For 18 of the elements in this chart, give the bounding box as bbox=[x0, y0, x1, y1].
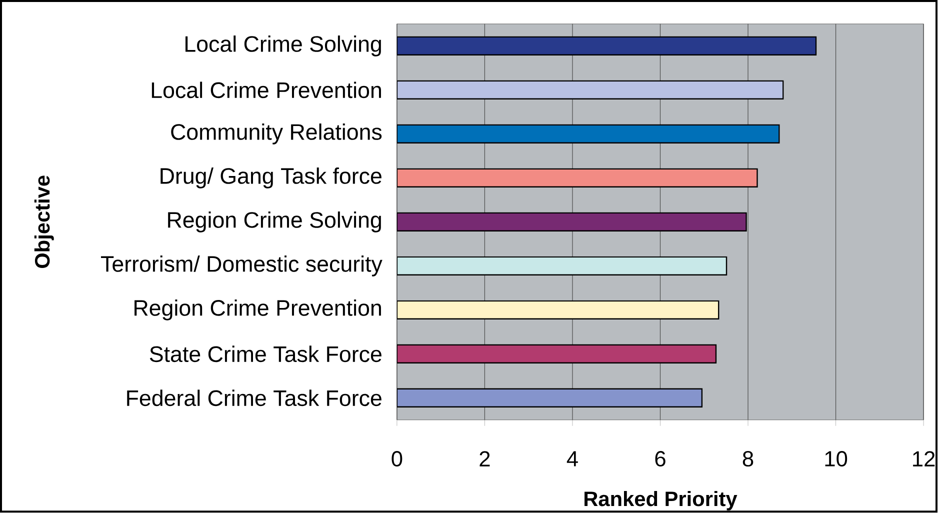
y-tick-label: Region Crime Solving bbox=[168, 212, 381, 232]
x-tick-label: 4 bbox=[566, 451, 578, 466]
y-tick-label: Federal Crime Task Force bbox=[127, 390, 382, 406]
x-axis-title: Ranked Priority bbox=[584, 491, 738, 511]
x-tick-label: 6 bbox=[655, 451, 666, 467]
x-tick-label: 0 bbox=[392, 451, 402, 467]
y-tick-label: Drug/ Gang Task force bbox=[160, 168, 382, 188]
y-tick-label: Terrorism/ Domestic security bbox=[100, 256, 382, 276]
y-tick-label: State Crime Task Force bbox=[150, 346, 382, 362]
y-tick-label: Local Crime Solving bbox=[186, 36, 381, 57]
x-tick-label: 10 bbox=[825, 451, 848, 467]
x-tick-label: 12 bbox=[913, 451, 935, 467]
y-tick-label: Region Crime Prevention bbox=[134, 300, 381, 320]
y-axis-title: Objective bbox=[34, 176, 54, 268]
y-tick-label: Community Relations bbox=[171, 124, 382, 144]
x-tick-label: 2 bbox=[480, 451, 490, 467]
x-tick-label: 8 bbox=[742, 451, 754, 467]
y-tick-label: Local Crime Prevention bbox=[152, 82, 381, 98]
